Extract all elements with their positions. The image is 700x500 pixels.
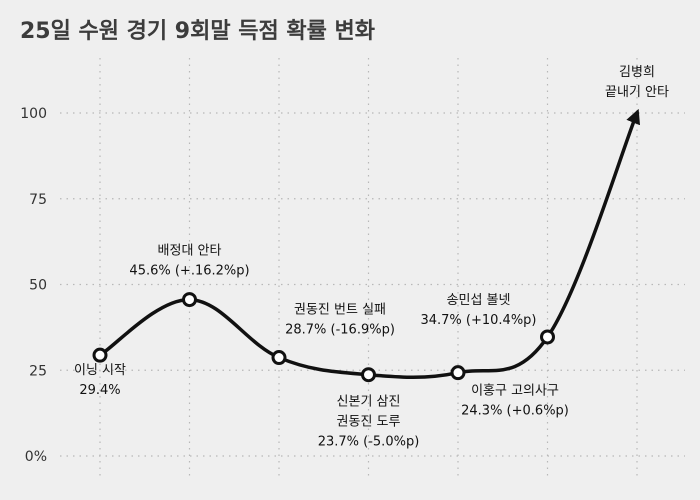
data-point-4 <box>450 365 466 381</box>
annotation-line: 권동진 번트 실패 <box>294 303 386 318</box>
y-tick-label: 0% <box>25 449 47 465</box>
annotation-line: 이닝 시작 <box>74 363 126 378</box>
annotation-line: 송민섭 볼넷 <box>447 293 511 308</box>
annotation-line: 이홍구 고의사구 <box>471 384 559 399</box>
annotation-line: 끝내기 안타 <box>605 85 669 100</box>
annotation-0: 이닝 시작 29.4% <box>74 363 126 398</box>
annotation-line: 34.7% (+10.4%p) <box>420 313 536 328</box>
annotation-line: 김병희 <box>619 65 655 80</box>
y-tick-label: 25 <box>29 363 47 379</box>
y-tick-label: 75 <box>29 192 47 208</box>
annotation-line: 권동진 도루 <box>337 415 401 430</box>
y-tick-label: 50 <box>29 278 47 294</box>
annotation-line: 24.3% (+0.6%p) <box>461 404 569 419</box>
annotation-line: 28.7% (-16.9%p) <box>285 323 395 338</box>
markers <box>92 292 555 383</box>
annotation-1: 배정대 안타 45.6% (+.16.2%p) <box>129 244 249 279</box>
annotation-line: 신본기 삼진 <box>337 395 401 410</box>
annotation-4: 이홍구 고의사구 24.3% (+0.6%p) <box>461 384 569 419</box>
chart-title: 25일 수원 경기 9회말 득점 확률 변화 <box>20 19 375 44</box>
annotation-5: 송민섭 볼넷 34.7% (+10.4%p) <box>420 293 536 328</box>
data-point-2 <box>271 350 287 366</box>
annotation-line: 배정대 안타 <box>158 244 222 259</box>
annotation-line: 29.4% <box>79 383 120 398</box>
annotation-line: 23.7% (-5.0%p) <box>318 435 420 450</box>
data-point-1 <box>182 292 197 308</box>
annotation-line: 45.6% (+.16.2%p) <box>129 264 249 279</box>
data-point-5 <box>540 329 555 345</box>
y-axis-ticks: 0% 25 50 75 100 <box>20 106 47 465</box>
y-tick-label: 100 <box>20 106 47 122</box>
annotation-2: 권동진 번트 실패 28.7% (-16.9%p) <box>285 303 395 338</box>
data-point-3 <box>361 367 376 383</box>
data-point-0 <box>92 347 108 363</box>
grid <box>60 58 685 478</box>
annotations: 이닝 시작 29.4% 배정대 안타 45.6% (+.16.2%p) 권동진 번트 실… <box>74 65 669 450</box>
